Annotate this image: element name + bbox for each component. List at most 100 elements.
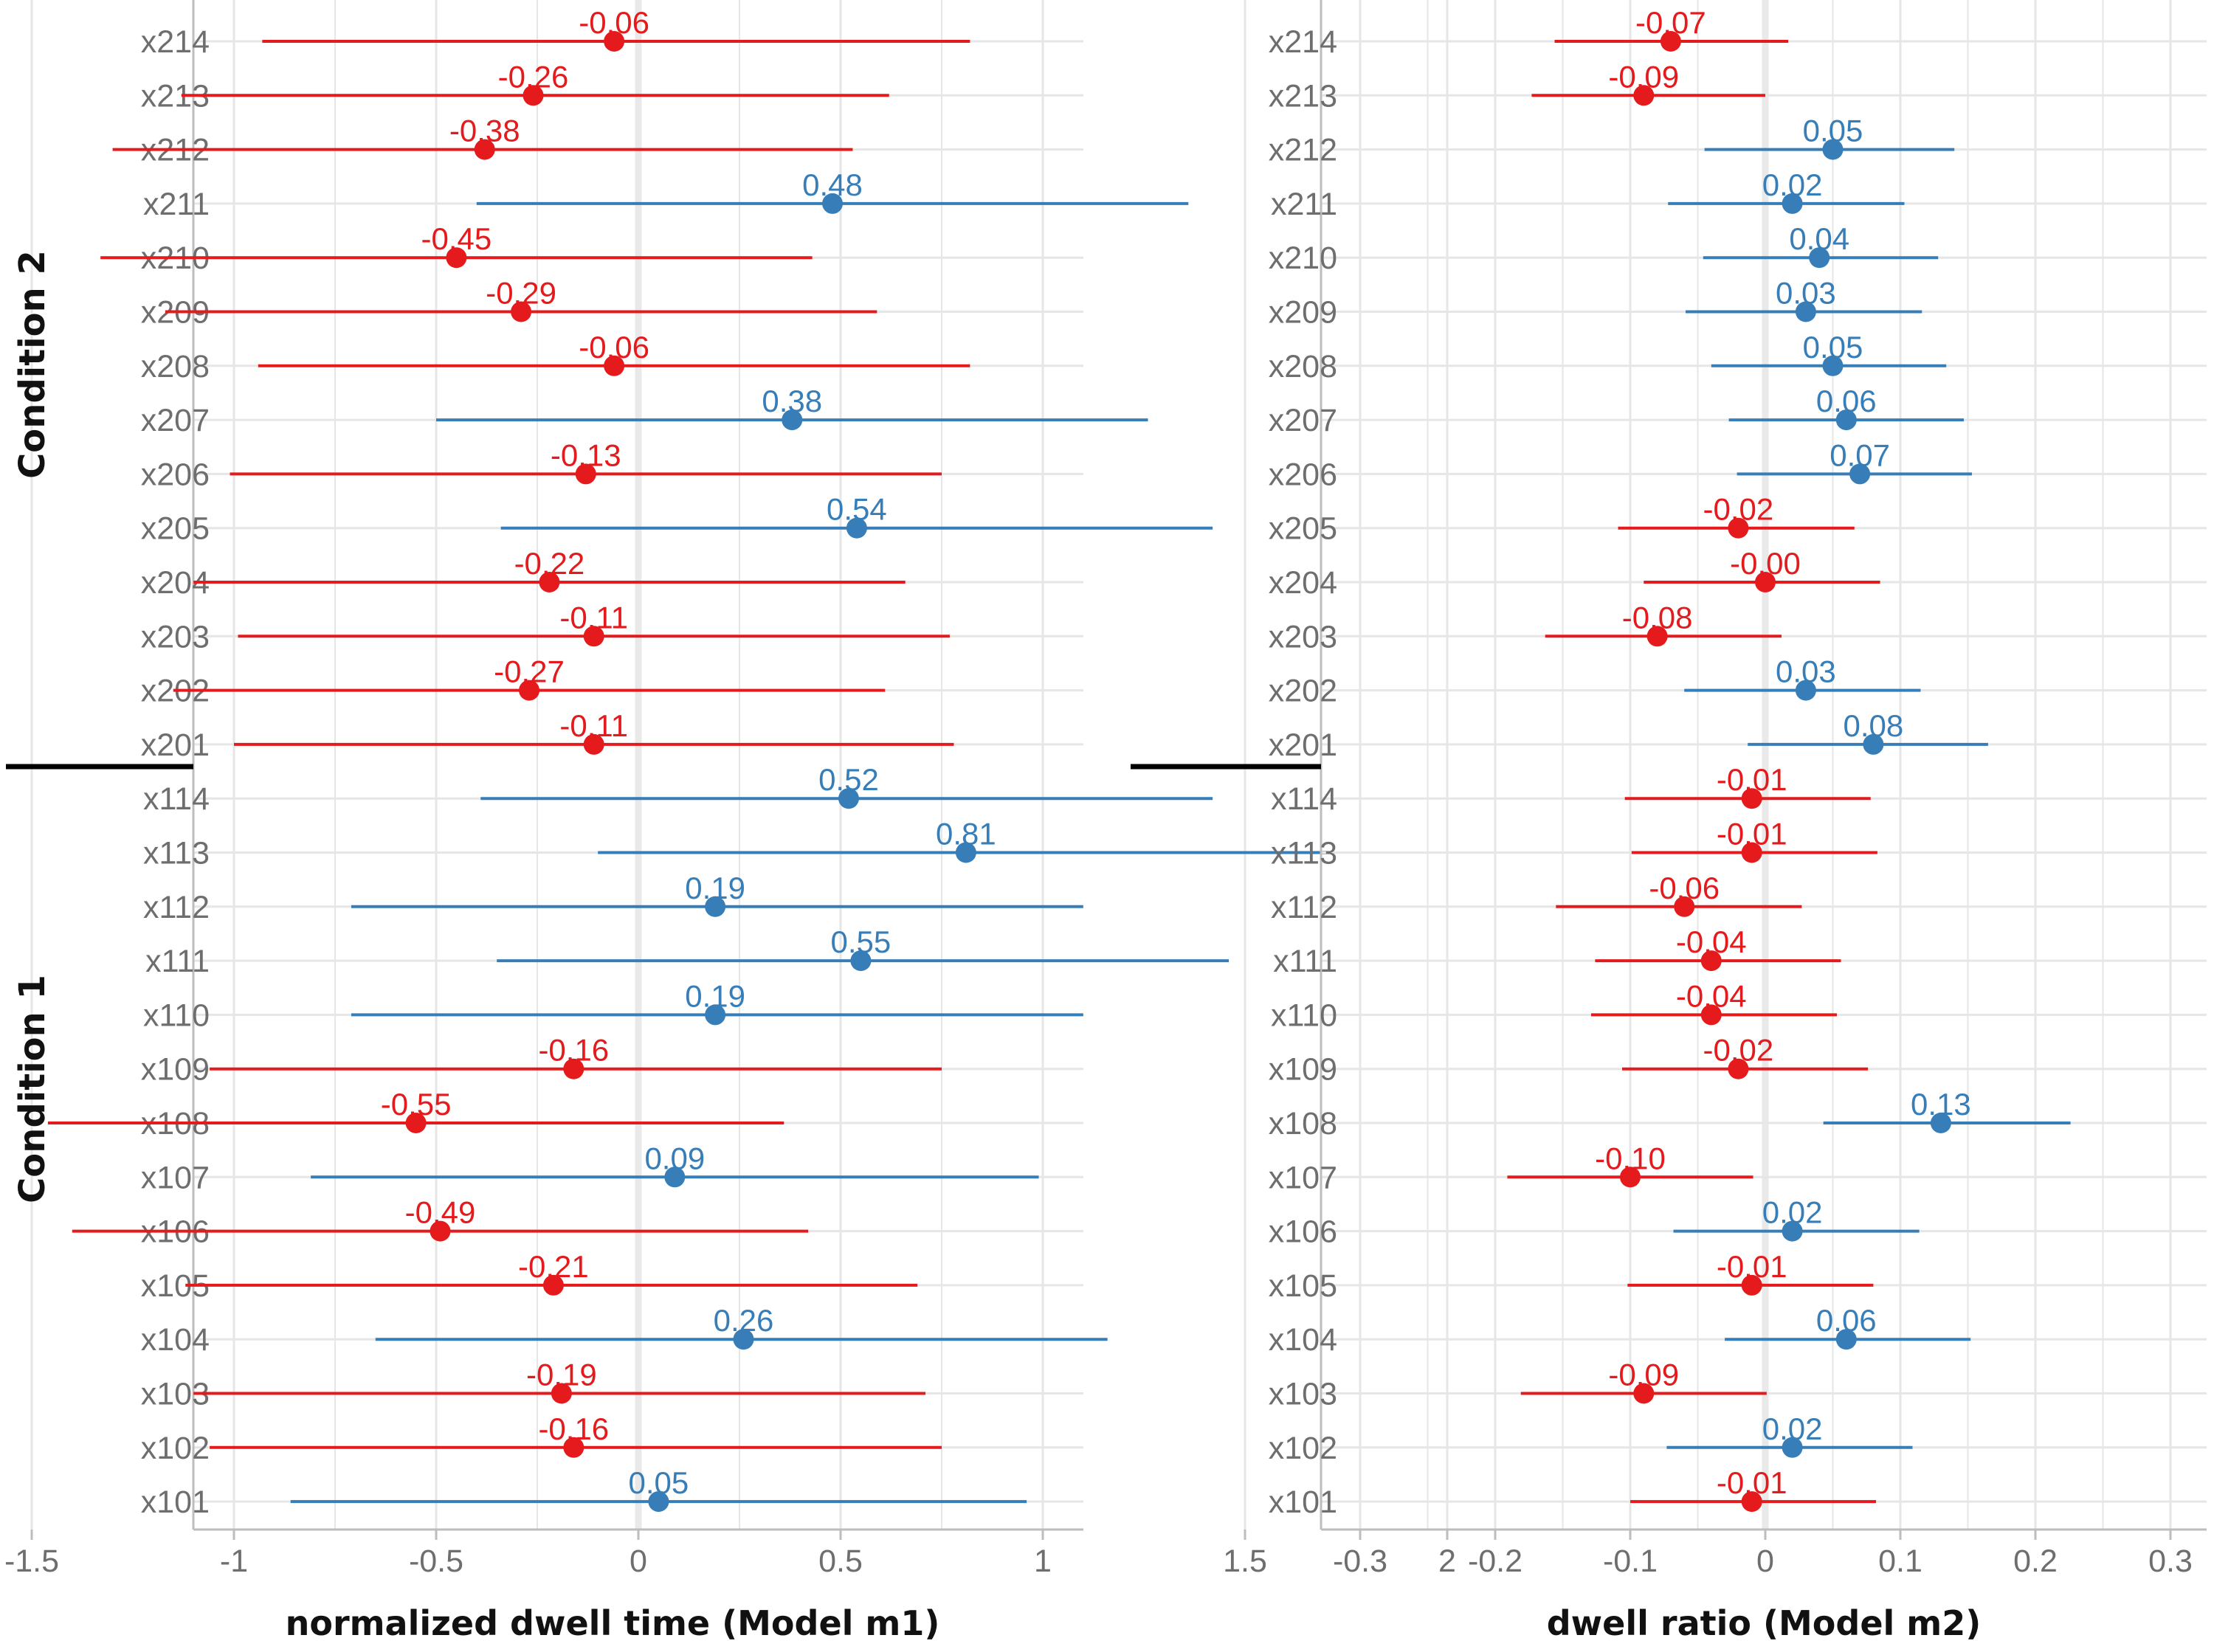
row-label-m1-x201: x201 (141, 727, 210, 763)
row-label-m2-x107: x107 (1269, 1160, 1337, 1195)
point-estimate-m2-x214 (1660, 31, 1681, 52)
point-estimate-m2-x211 (1782, 193, 1803, 214)
value-label-m2-x107: -0.10 (1595, 1141, 1666, 1175)
row-label-m2-x207: x207 (1269, 403, 1337, 438)
value-label-m1-x209: -0.29 (486, 276, 556, 311)
point-estimate-m1-x207 (782, 409, 803, 431)
value-label-m2-x211: 0.02 (1762, 167, 1823, 202)
row-label-m2-x205: x205 (1269, 511, 1337, 547)
value-label-m2-x114: -0.01 (1717, 762, 1787, 797)
x-tick-label-m2-4: 0.1 (1878, 1544, 1922, 1579)
value-label-m2-x214: -0.07 (1635, 5, 1706, 40)
point-estimate-m1-x114 (838, 788, 859, 809)
row-label-m2-x109: x109 (1269, 1052, 1337, 1088)
row-label-m2-x103: x103 (1269, 1377, 1337, 1412)
point-estimate-m1-x204 (539, 572, 560, 592)
row-label-m2-x104: x104 (1269, 1322, 1337, 1358)
value-label-m2-x102: 0.02 (1762, 1411, 1823, 1446)
row-label-m2-x212: x212 (1269, 133, 1337, 168)
point-estimate-m1-x109 (563, 1058, 584, 1079)
row-label-m1-x114: x114 (143, 781, 210, 817)
row-label-m2-x102: x102 (1269, 1431, 1337, 1466)
row-label-m2-x202: x202 (1269, 674, 1337, 709)
value-label-m2-x203: -0.08 (1622, 600, 1693, 635)
row-label-m2-x101: x101 (1269, 1485, 1337, 1520)
value-label-m1-x105: -0.21 (518, 1249, 589, 1284)
value-label-m2-x210: 0.04 (1789, 221, 1849, 256)
value-label-m2-x109: -0.02 (1703, 1033, 1774, 1068)
value-label-m2-x103: -0.09 (1608, 1358, 1679, 1392)
value-label-m2-x206: 0.07 (1830, 438, 1890, 472)
value-label-m1-x203: -0.11 (559, 600, 628, 635)
point-estimate-m2-x206 (1849, 463, 1871, 485)
point-estimate-m1-x202 (519, 680, 540, 701)
row-label-m2-x105: x105 (1269, 1268, 1337, 1304)
x-tick-label-m1-8: 2 (1438, 1544, 1456, 1579)
point-estimate-m2-x111 (1700, 950, 1722, 972)
row-label-m1-x110: x110 (143, 998, 210, 1033)
point-estimate-m1-x113 (955, 842, 976, 863)
value-label-m2-x110: -0.04 (1676, 978, 1747, 1013)
row-label-m1-x211: x211 (143, 187, 210, 222)
row-label-m1-x113: x113 (143, 836, 210, 871)
point-estimate-m2-x202 (1795, 680, 1816, 701)
value-label-m1-x210: -0.45 (421, 221, 492, 256)
point-estimate-m1-x102 (563, 1437, 584, 1458)
point-estimate-m1-x110 (705, 1004, 726, 1026)
x-tick-label-m2-3: 0 (1756, 1544, 1774, 1579)
value-label-m1-x104: 0.26 (714, 1303, 774, 1338)
point-estimate-m2-x104 (1835, 1329, 1857, 1350)
point-estimate-m2-x110 (1700, 1004, 1722, 1026)
point-estimate-m2-x204 (1755, 572, 1776, 592)
point-estimate-m1-x208 (604, 355, 625, 376)
value-label-m2-x207: 0.06 (1816, 384, 1877, 418)
x-axis-title-m1: normalized dwell time (Model m1) (286, 1603, 940, 1643)
value-label-m1-x101: 0.05 (629, 1465, 689, 1500)
row-label-m2-x206: x206 (1269, 457, 1337, 492)
x-tick-label-m2-6: 0.3 (2148, 1544, 2193, 1579)
point-estimate-m1-x214 (604, 31, 625, 52)
point-estimate-m1-x101 (648, 1491, 669, 1513)
value-label-m1-x206: -0.13 (551, 438, 621, 472)
point-estimate-m1-x106 (430, 1220, 451, 1242)
point-estimate-m2-x203 (1646, 626, 1668, 647)
row-label-m2-x211: x211 (1271, 187, 1337, 222)
value-label-m1-x112: 0.19 (685, 871, 745, 905)
point-estimate-m2-x113 (1741, 842, 1762, 863)
x-axis-title-m2: dwell ratio (Model m2) (1547, 1603, 1982, 1643)
row-label-m1-x112: x112 (143, 890, 210, 925)
point-estimate-m2-x213 (1633, 85, 1655, 106)
value-label-m2-x101: -0.01 (1717, 1465, 1787, 1500)
value-label-m2-x212: 0.05 (1803, 114, 1863, 148)
row-label-m1-x111: x111 (145, 944, 210, 979)
value-label-m1-x110: 0.19 (685, 978, 745, 1013)
value-label-m1-x208: -0.06 (579, 330, 649, 364)
row-label-m2-x208: x208 (1269, 349, 1337, 384)
row-label-m2-x106: x106 (1269, 1214, 1337, 1250)
value-label-m2-x104: 0.06 (1816, 1303, 1877, 1338)
value-label-m1-x103: -0.19 (526, 1358, 597, 1392)
row-label-m2-x114: x114 (1271, 781, 1337, 817)
row-label-m1-x214: x214 (141, 24, 210, 60)
value-label-m1-x212: -0.38 (449, 114, 520, 148)
x-tick-label-m1-1: -1.5 (4, 1544, 59, 1579)
row-label-m2-x110: x110 (1271, 998, 1337, 1033)
row-label-m2-x111: x111 (1273, 944, 1337, 979)
value-label-m2-x105: -0.01 (1717, 1249, 1787, 1284)
value-label-m2-x213: -0.09 (1608, 59, 1679, 94)
value-label-m2-x108: 0.13 (1911, 1087, 1971, 1122)
point-estimate-m1-x205 (846, 517, 867, 539)
x-tick-label-m1-5: 0.5 (818, 1544, 863, 1579)
point-estimate-m2-x114 (1741, 788, 1762, 809)
x-tick-label-m1-3: -0.5 (409, 1544, 463, 1579)
value-label-m2-x112: -0.06 (1649, 871, 1720, 905)
value-label-m1-x109: -0.16 (538, 1033, 609, 1068)
value-label-m1-x114: 0.52 (818, 762, 879, 797)
value-label-m1-x207: 0.38 (762, 384, 822, 418)
point-estimate-m1-x108 (405, 1113, 427, 1133)
group-label-condition-1: Condition 1 (12, 975, 53, 1203)
value-label-m1-x205: 0.54 (827, 492, 887, 527)
value-label-m1-x108: -0.55 (381, 1087, 452, 1122)
point-estimate-m2-x106 (1782, 1220, 1803, 1242)
